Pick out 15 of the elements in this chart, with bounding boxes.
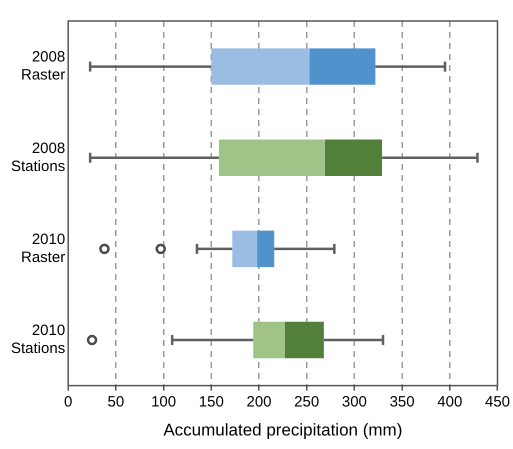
x-tick-label: 100 — [151, 394, 176, 411]
x-tick-label: 300 — [342, 394, 367, 411]
x-tick-label: 0 — [64, 394, 72, 411]
x-tick-label: 250 — [294, 394, 320, 411]
x-axis-title: Accumulated precipitation (mm) — [163, 420, 402, 440]
x-tick-label: 350 — [390, 394, 415, 411]
y-tick-label: 2010 Raster — [21, 231, 66, 266]
y-tick-label: 2008 Stations — [10, 140, 66, 175]
y-tick-label: 2010 Stations — [10, 322, 66, 358]
x-tick-label: 150 — [198, 394, 224, 411]
x-tick-label: 450 — [484, 394, 510, 411]
y-tick-label: 2008 Raster — [21, 48, 66, 84]
x-tick-label: 50 — [108, 394, 124, 411]
x-tick-label: 400 — [437, 394, 462, 411]
x-tick-label: 200 — [246, 394, 272, 411]
